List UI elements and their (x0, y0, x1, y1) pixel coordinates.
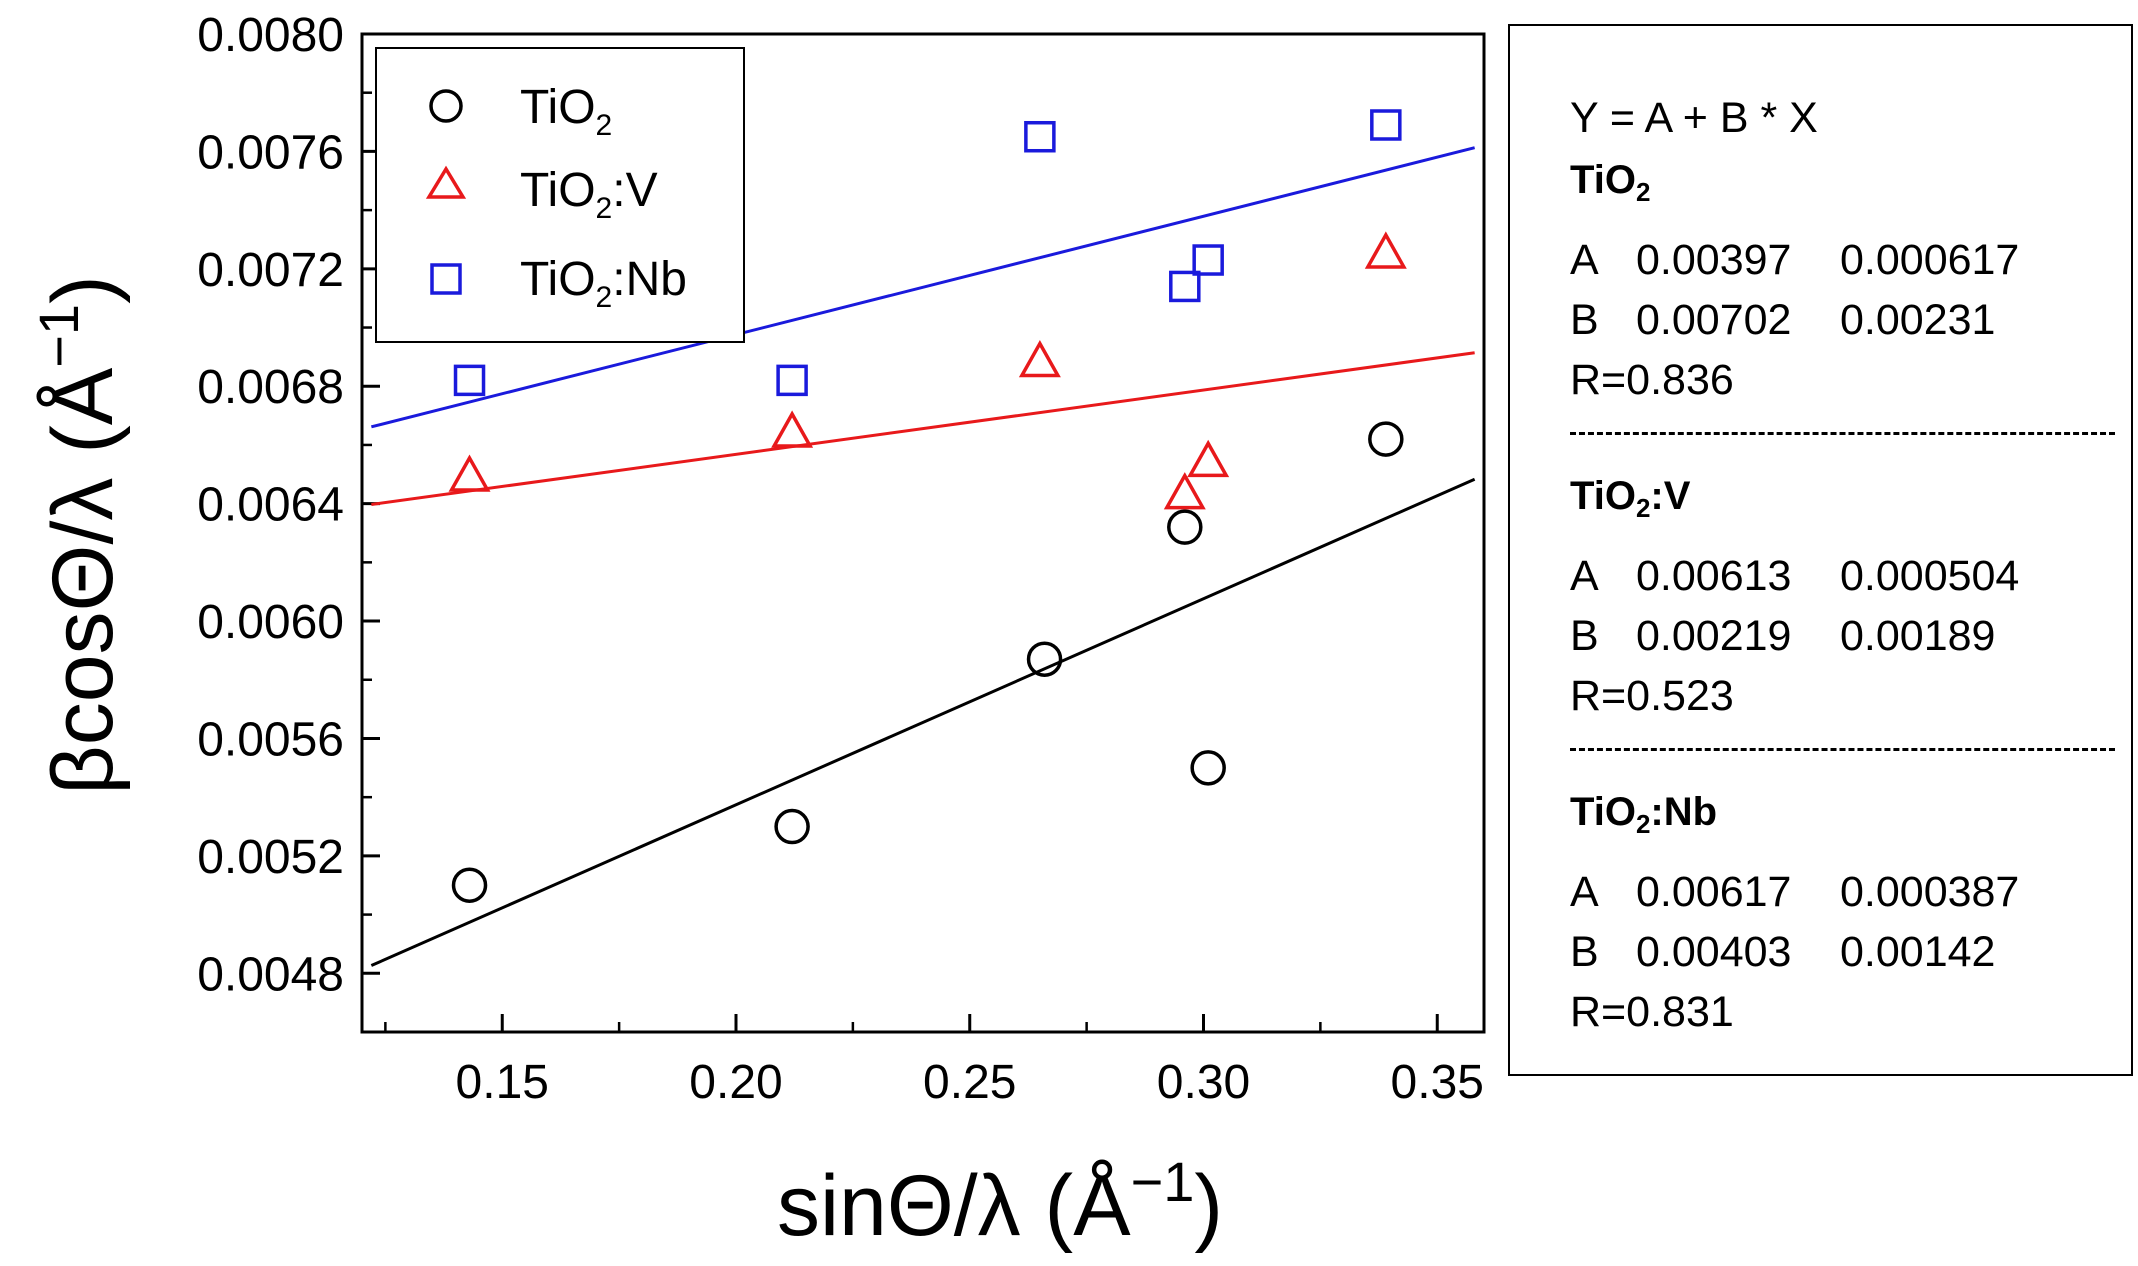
fit-row-r: R=0.523 (1570, 672, 1734, 720)
fit-title: TiO2:Nb (1570, 790, 1718, 839)
fit-equation: Y = A + B * X (1570, 94, 1818, 142)
fit-lines (370, 146, 1476, 967)
fit-block-tio2: TiO2 A 0.00397 0.000617 B 0.00702 0.00231 R=… (1570, 160, 2110, 410)
point-circle (451, 867, 488, 903)
legend-marker-triangle (425, 165, 467, 199)
point-triangle (1163, 472, 1206, 510)
point-square (1169, 270, 1201, 303)
legend-marker-circle (429, 89, 463, 123)
point-square (1024, 120, 1056, 153)
fit-row-b: B 0.00403 0.00142 (1570, 928, 1996, 976)
fit-line-triangle (371, 351, 1475, 506)
point-square (776, 364, 808, 397)
fit-block-tio2-v: TiO2:V A 0.00613 0.000504 B 0.00219 0.00189 … (1570, 476, 2110, 726)
x-axis-ticks: 0.15 0.20 0.25 0.30 0.35 (384, 1014, 1484, 1109)
point-square (1192, 244, 1224, 276)
y-tick-label: 0.0076 (197, 126, 344, 179)
fit-line-square (370, 146, 1476, 429)
x-tick-label: 0.35 (1391, 1056, 1484, 1109)
fit-row-a: A 0.00613 0.000504 (1570, 552, 2020, 600)
point-triangle (771, 410, 814, 448)
point-circle (1026, 641, 1063, 677)
y-axis-ticks: 0.0048 0.0052 0.0056 0.0060 0.0064 0.0068 0.00… (197, 9, 380, 1001)
data-points (448, 109, 1407, 903)
point-square (453, 364, 486, 397)
plot-frame (360, 32, 1486, 1034)
point-square (1370, 109, 1402, 141)
fit-row-a: A 0.00397 0.000617 (1570, 236, 2020, 284)
legend-label-tio2-v: TiO2:V (520, 164, 658, 225)
legend: TiO2 TiO2:V TiO2:Nb (375, 47, 745, 343)
x-tick-label: 0.20 (689, 1056, 782, 1109)
fit-separator (1570, 748, 2115, 751)
point-triangle (448, 454, 491, 492)
y-tick-label: 0.0068 (197, 361, 344, 414)
point-circle (1167, 509, 1203, 545)
y-tick-label: 0.0072 (197, 244, 344, 297)
fit-row-a: A 0.00617 0.000387 (1570, 868, 2020, 916)
y-tick-label: 0.0064 (197, 479, 344, 532)
fit-title: TiO2 (1570, 158, 1651, 207)
fit-separator (1570, 432, 2115, 435)
point-circle (1190, 750, 1226, 786)
fit-block-tio2-nb: TiO2:Nb A 0.00617 0.000387 B 0.00403 0.00142… (1570, 792, 2110, 1042)
point-circle (774, 808, 810, 845)
legend-label-tio2: TiO2 (520, 81, 612, 142)
y-tick-label: 0.0060 (197, 596, 344, 649)
y-axis-title: βcosΘ/λ (Å−1) (27, 275, 131, 794)
y-tick-label: 0.0048 (197, 948, 344, 1001)
legend-label-tio2-nb: TiO2:Nb (520, 253, 687, 314)
x-tick-label: 0.30 (1157, 1056, 1250, 1109)
point-triangle (1018, 339, 1061, 378)
fit-row-r: R=0.831 (1570, 988, 1734, 1036)
fit-row-r: R=0.836 (1570, 356, 1734, 404)
fit-results-panel: Y = A + B * X TiO2 A 0.00397 0.000617 B 0.0… (1508, 24, 2133, 1076)
point-triangle (1364, 231, 1407, 269)
y-tick-label: 0.0052 (197, 831, 344, 884)
x-tick-label: 0.15 (456, 1056, 549, 1109)
fit-line-circle (370, 477, 1476, 967)
x-tick-label: 0.25 (923, 1056, 1016, 1109)
y-tick-label: 0.0080 (197, 9, 344, 62)
fit-row-b: B 0.00702 0.00231 (1570, 296, 1996, 344)
x-axis-title: sinΘ/λ (Å−1) (777, 1150, 1223, 1254)
y-tick-label: 0.0056 (197, 713, 344, 766)
legend-marker-square (430, 263, 462, 295)
fit-row-b: B 0.00219 0.00189 (1570, 612, 1996, 660)
point-circle (1368, 421, 1404, 457)
point-triangle (1187, 439, 1230, 478)
fit-title: TiO2:V (1570, 474, 1691, 523)
